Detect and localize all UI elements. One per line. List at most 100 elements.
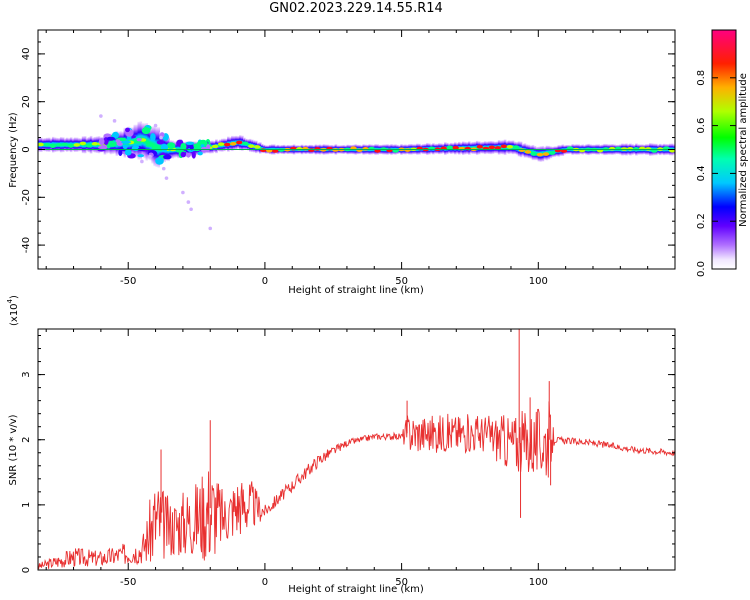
spectrogram-plot-area: [38, 114, 675, 231]
peak-mark: [314, 147, 321, 151]
snr-x-axis-label: Height of straight line (km): [288, 584, 424, 595]
spectrogram-x-axis-label: Height of straight line (km): [288, 285, 424, 296]
snr-series-line: [38, 401, 675, 570]
spectral-blob: [98, 145, 107, 149]
chart-title: GN02.2023.229.14.55.R14: [269, 1, 443, 16]
scatter-point: [148, 154, 152, 159]
peak-mark: [79, 141, 87, 146]
x-tick-label: 0: [262, 577, 268, 588]
colorbar-tick-label: 0.6: [696, 118, 707, 134]
spectral-blob: [122, 144, 128, 150]
spectral-column: [553, 146, 557, 157]
y-tick-label: -40: [21, 237, 32, 253]
snr-panel: -50 0 50 100 0 1 2 3 Height of straight line (k…: [6, 295, 676, 595]
peak-mark: [524, 150, 532, 154]
colorbar: 0.0 0.2 0.4 0.6 0.8 Normalized spectral ampl…: [696, 29, 749, 277]
peak-mark: [254, 145, 261, 149]
spectral-blob: [193, 143, 202, 148]
colorbar-gradient: [711, 29, 737, 270]
x-tick-label: 0: [262, 276, 268, 287]
spectrogram-axes: -50 0 50 100 -40 -20 0 20 40: [21, 29, 675, 287]
snr-scale-exponent: 4: [6, 298, 14, 303]
peak-mark: [211, 144, 219, 149]
spectral-blob: [180, 151, 186, 158]
spectral-blob: [141, 127, 151, 135]
spectral-blob: [136, 137, 142, 142]
spectrogram-y-axis-label: Frequency (Hz): [8, 112, 19, 188]
y-tick-label: 1: [21, 502, 32, 508]
peak-mark: [632, 147, 640, 151]
x-tick-label: 50: [395, 276, 408, 287]
scatter-point: [186, 200, 191, 204]
spectral-column: [260, 143, 264, 154]
spectral-column: [499, 140, 503, 155]
peak-mark: [242, 141, 249, 146]
scatter-point: [161, 166, 166, 171]
snr-plot-area: [38, 329, 675, 570]
peak-mark: [43, 142, 50, 147]
spectral-column: [157, 127, 161, 168]
spectral-blob: [115, 139, 121, 143]
snr-scale-factor: (x104): [6, 295, 20, 326]
peak-mark: [236, 140, 243, 145]
spectral-blob: [180, 142, 187, 151]
peak-mark: [55, 143, 62, 147]
scatter-point: [159, 135, 163, 140]
peak-mark: [49, 144, 56, 148]
peak-mark: [452, 146, 459, 150]
peak-mark: [506, 145, 514, 149]
spectral-blob: [124, 149, 132, 156]
x-tick-label: 50: [395, 577, 408, 588]
spectral-blob: [121, 140, 132, 144]
scatter-point: [99, 114, 103, 118]
peak-mark: [85, 143, 93, 148]
peak-mark: [278, 148, 285, 152]
spectral-column: [247, 139, 250, 151]
spectral-blob: [98, 138, 105, 146]
peak-mark: [548, 151, 556, 155]
peak-mark: [109, 143, 117, 147]
scatter-point: [208, 226, 213, 231]
peak-mark: [272, 149, 279, 153]
spectral-column: [517, 141, 521, 157]
spectral-blob: [197, 151, 203, 156]
colorbar-tick-label: 0.4: [696, 165, 707, 181]
spectral-blobs: [97, 124, 212, 165]
snr-scale-label: (x10: [9, 303, 20, 326]
peak-mark: [530, 152, 538, 156]
peak-mark: [151, 146, 159, 150]
colorbar-tick-label: 0.2: [696, 213, 707, 229]
spectral-blob: [206, 144, 211, 152]
spectral-blob: [200, 144, 205, 148]
snr-frame: [37, 328, 676, 571]
peak-mark: [91, 141, 99, 146]
peak-mark: [230, 142, 237, 146]
spectral-column: [53, 137, 57, 153]
x-tick-label: 100: [529, 577, 548, 588]
snr-spikes: [160, 329, 552, 523]
spectral-column: [83, 136, 87, 154]
spectrogram-panel: -50 0 50 100 -40 -20 0 20 40 Height of straight …: [8, 29, 676, 296]
peak-mark: [645, 147, 652, 151]
colorbar-ticks: 0.0 0.2 0.4 0.6 0.8: [696, 70, 736, 277]
peak-mark: [446, 145, 453, 150]
peak-mark: [512, 145, 520, 149]
spectral-column: [147, 126, 151, 160]
peak-mark: [560, 149, 568, 153]
spectral-band: [38, 121, 675, 168]
snr-axes: -50 0 50 100 0 1 2 3: [21, 329, 675, 588]
y-tick-label: 3: [21, 371, 32, 377]
peak-mark: [476, 145, 483, 149]
snr-y-axis-label: SNR (10 * v/v): [8, 414, 19, 485]
spectral-blob: [160, 143, 169, 152]
x-tick-label: -50: [120, 577, 136, 588]
y-tick-label: 20: [21, 95, 32, 108]
spectral-blob: [106, 136, 116, 141]
scatter-point: [140, 159, 144, 164]
peak-mark: [248, 144, 255, 148]
scatter-point: [181, 190, 185, 195]
y-tick-label: 0: [21, 146, 32, 152]
spectral-blob: [137, 154, 144, 158]
y-tick-label: 0: [21, 567, 32, 573]
